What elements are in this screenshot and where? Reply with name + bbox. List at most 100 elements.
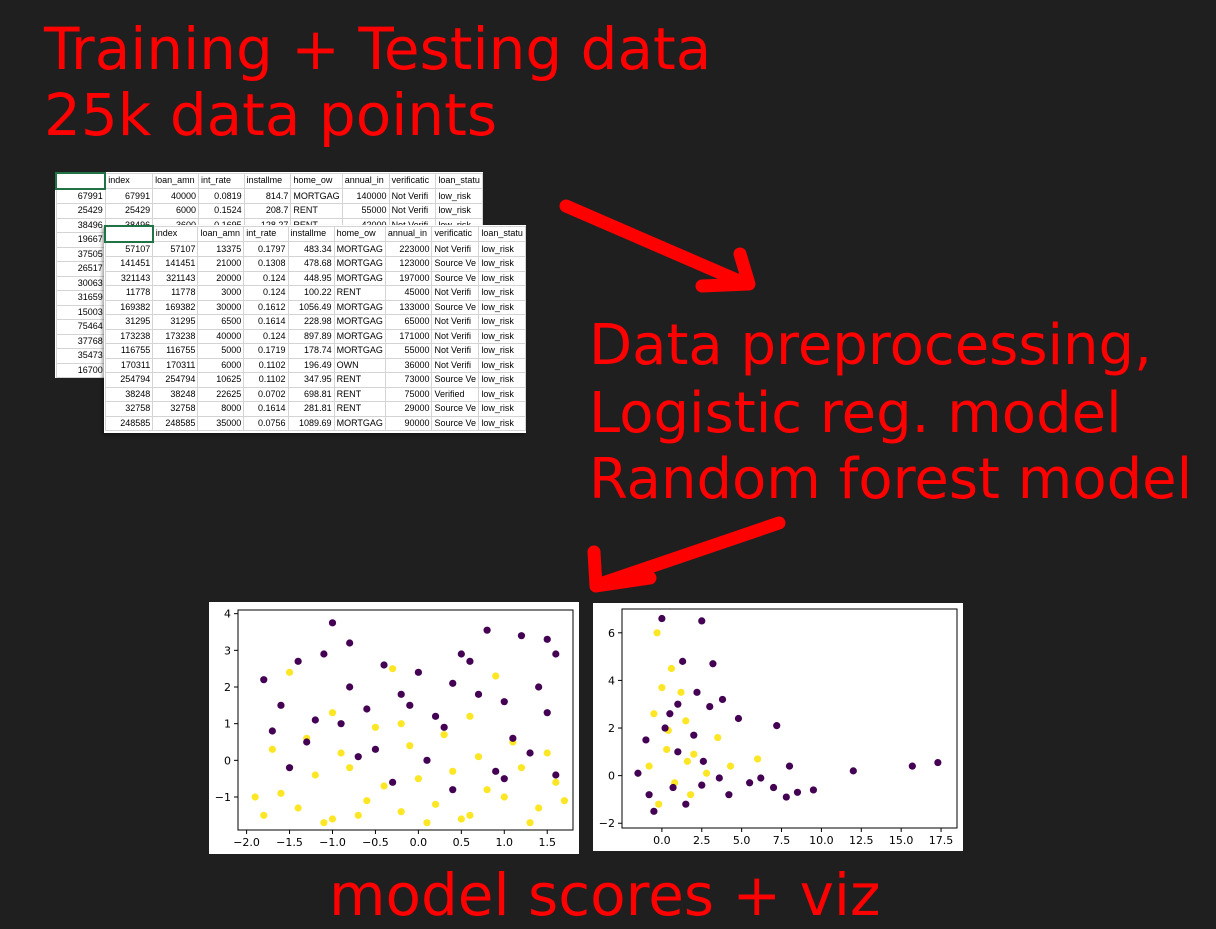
- data-point: [251, 793, 259, 801]
- data-point: [655, 800, 663, 808]
- data-point: [726, 762, 735, 770]
- data-point: [702, 769, 711, 777]
- series-1: [260, 619, 560, 794]
- table-cell[interactable]: low_risk: [478, 241, 526, 257]
- table-row: 31295 31295 6500 0.1614 228.98 MORTGAG 65000 No…: [104, 314, 526, 330]
- data-point: [346, 639, 354, 647]
- table-cell[interactable]: 67991: [104, 188, 154, 204]
- data-point: [658, 614, 666, 623]
- table-cell[interactable]: Source Ve: [431, 415, 480, 431]
- data-point: [552, 650, 560, 658]
- data-point: [934, 758, 942, 767]
- data-point: [294, 804, 302, 812]
- x-tick-label: 0.5: [453, 836, 471, 849]
- table-cell[interactable]: low_risk: [478, 415, 526, 431]
- data-point: [406, 701, 414, 709]
- data-point: [449, 786, 457, 794]
- table-cell[interactable]: 0.1102: [243, 372, 289, 388]
- table-cell[interactable]: 208.7: [243, 203, 292, 219]
- x-tick-label: 12.5: [849, 834, 874, 847]
- x-tick-label: −2.0: [233, 836, 260, 849]
- data-point: [753, 755, 762, 763]
- x-tick-label: 1.5: [538, 836, 556, 849]
- data-point: [500, 775, 508, 783]
- data-point: [268, 727, 276, 735]
- table-cell[interactable]: low_risk: [435, 188, 483, 204]
- table-row: 170311 170311 6000 0.1102 196.49 OWN 36000 Not …: [104, 357, 526, 373]
- y-tick-label: 4: [608, 674, 615, 687]
- table-cell[interactable]: RENT: [290, 203, 343, 219]
- data-point: [492, 672, 500, 680]
- data-point: [734, 714, 743, 723]
- data-point: [535, 683, 543, 691]
- table-cell[interactable]: 248585: [152, 415, 199, 431]
- data-point: [645, 791, 653, 799]
- table-cell[interactable]: 13375: [197, 241, 245, 257]
- table-cell[interactable]: 25429: [104, 203, 154, 219]
- table-row: 57107 57107 13375 0.1797 483.34 MORTGAG 223000…: [104, 241, 526, 257]
- data-point: [500, 793, 508, 801]
- table-cell[interactable]: Not Verifi: [431, 343, 480, 359]
- table-cell[interactable]: low_risk: [435, 203, 483, 219]
- data-point: [725, 791, 733, 799]
- y-tick-label: 6: [608, 627, 615, 640]
- table-cell[interactable]: MORTGAG: [290, 188, 343, 204]
- sheet-table: index loan_amn int_rate installme home_ow ann…: [104, 225, 526, 431]
- table-cell[interactable]: 6000: [152, 203, 200, 219]
- table-cell[interactable]: MORTGAG: [333, 241, 386, 257]
- data-point: [517, 632, 526, 640]
- table-cell[interactable]: 0.0756: [243, 415, 289, 431]
- y-tick-label: 0: [224, 754, 231, 767]
- data-point: [650, 710, 658, 718]
- data-point: [328, 619, 337, 627]
- header-cell[interactable]: [55, 172, 107, 190]
- data-point: [337, 749, 345, 757]
- table-cell[interactable]: 140000: [341, 188, 390, 204]
- table-cell[interactable]: 16700: [55, 362, 106, 378]
- table-cell[interactable]: 57107: [152, 241, 199, 257]
- x-tick-label: 7.5: [773, 834, 791, 847]
- y-tick-label: −2: [599, 817, 615, 830]
- x-tick-label: 15.0: [889, 834, 914, 847]
- data-point: [354, 811, 362, 819]
- data-point: [690, 750, 698, 758]
- data-point: [718, 695, 727, 704]
- table-row: 11778 11778 3000 0.124 100.22 RENT 45000 Not Ve…: [104, 285, 526, 301]
- data-point: [423, 819, 431, 827]
- table-cell[interactable]: 0.1797: [243, 241, 289, 257]
- data-point: [543, 749, 551, 757]
- data-point: [543, 709, 551, 717]
- data-point: [677, 688, 685, 696]
- y-tick-label: −1: [215, 791, 231, 804]
- data-point: [363, 797, 371, 805]
- data-point: [397, 720, 405, 728]
- table-cell[interactable]: Not Verifi: [388, 203, 437, 219]
- data-point: [782, 793, 790, 801]
- table-cell[interactable]: 40000: [152, 188, 200, 204]
- data-point: [793, 788, 802, 796]
- data-point: [328, 815, 337, 823]
- table-cell[interactable]: MORTGAG: [333, 415, 386, 431]
- data-point: [690, 731, 698, 739]
- header-cell[interactable]: [104, 225, 154, 243]
- table-cell[interactable]: Not Verifi: [431, 241, 480, 257]
- data-point: [634, 769, 642, 777]
- table-cell[interactable]: Not Verifi: [388, 188, 437, 204]
- data-point: [466, 811, 474, 819]
- table-cell[interactable]: Not Verifi: [431, 285, 480, 301]
- table-cell[interactable]: 223000: [384, 241, 433, 257]
- data-point: [650, 807, 658, 815]
- y-tick-label: 2: [608, 722, 615, 735]
- data-point: [260, 811, 268, 819]
- arrow-to-plots: [587, 516, 786, 593]
- data-point: [320, 650, 328, 658]
- table-cell[interactable]: 55000: [341, 203, 390, 219]
- data-point: [769, 783, 778, 792]
- data-point: [683, 757, 692, 765]
- title-line-2: 25k data points: [44, 81, 498, 149]
- data-point: [849, 767, 857, 775]
- y-tick-label: 2: [224, 681, 231, 694]
- table-cell[interactable]: 35000: [197, 415, 245, 431]
- data-point: [674, 700, 682, 708]
- data-point: [466, 712, 474, 720]
